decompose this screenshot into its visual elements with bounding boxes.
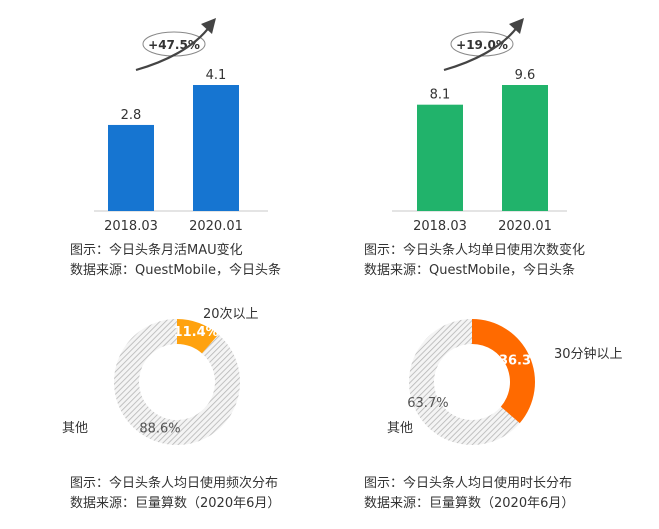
chart3-caption: 图示：今日头条人均日使用频次分布 <box>70 476 279 491</box>
chart4-caption: 图示：今日头条人均日使用时长分布 <box>364 476 573 491</box>
chart4-slice-other <box>408 319 520 445</box>
chart1-source: 数据来源：QuestMobile，今日头条 <box>70 263 281 278</box>
chart3-highlight-label: 20次以上 <box>203 306 259 322</box>
chart1-data-label: 2.8 <box>121 108 142 123</box>
chart3-slice-highlight <box>177 319 219 354</box>
chart1-data-label: 4.1 <box>206 68 227 83</box>
chart3-caption-block: 图示：今日头条人均日使用频次分布 数据来源：巨量算数（2020年6月） <box>70 474 280 514</box>
chart3-other-label: 其他 <box>62 421 88 436</box>
chart2-tick-label: 2018.03 <box>413 219 467 234</box>
chart4-other-pct: 63.7% <box>407 396 448 411</box>
chart4-other-label: 其他 <box>387 421 413 436</box>
chart4-caption-block: 图示：今日头条人均日使用时长分布 数据来源：巨量算数（2020年6月） <box>364 474 574 514</box>
chart2-trend-arrow-head <box>509 18 524 34</box>
chart2-tick-label: 2020.01 <box>498 219 552 234</box>
chart1-tick-label: 2018.03 <box>104 219 158 234</box>
chart2-bar-2018.03 <box>417 104 463 211</box>
chart2-caption-block: 图示：今日头条人均单日使用次数变化 数据来源：QuestMobile，今日头条 <box>364 241 585 281</box>
chart4-highlight-pct: 36.3% <box>499 353 544 368</box>
chart1-trend-arrow-line <box>135 25 211 72</box>
chart2-trend-arrow-line <box>443 25 519 72</box>
chart2-caption: 图示：今日头条人均单日使用次数变化 <box>364 243 586 258</box>
chart4-source: 数据来源：巨量算数（2020年6月） <box>364 496 575 511</box>
chart2-bar-2020.01 <box>502 85 548 211</box>
chart1-caption-block: 图示：今日头条月活MAU变化 数据来源：QuestMobile，今日头条 <box>70 241 281 281</box>
chart1-caption: 图示：今日头条月活MAU变化 <box>70 243 243 258</box>
chart1-trend-arrow-head <box>201 18 216 34</box>
chart1-bar-2020.01 <box>193 85 239 211</box>
chart2-data-label: 8.1 <box>430 88 451 103</box>
chart3-slice-other <box>113 319 240 446</box>
chart2-data-label: 9.6 <box>515 68 536 83</box>
chart4-slice-highlight <box>472 319 535 424</box>
chart2-source: 数据来源：QuestMobile，今日头条 <box>364 263 575 278</box>
chart3-source: 数据来源：巨量算数（2020年6月） <box>70 496 281 511</box>
chart3-other-pct: 88.6% <box>139 421 180 436</box>
chart3-highlight-pct: 11.4% <box>174 325 219 340</box>
chart1-bar-2018.03 <box>108 124 154 211</box>
chart4-highlight-label: 30分钟以上 <box>554 346 623 362</box>
chart1-tick-label: 2020.01 <box>189 219 243 234</box>
